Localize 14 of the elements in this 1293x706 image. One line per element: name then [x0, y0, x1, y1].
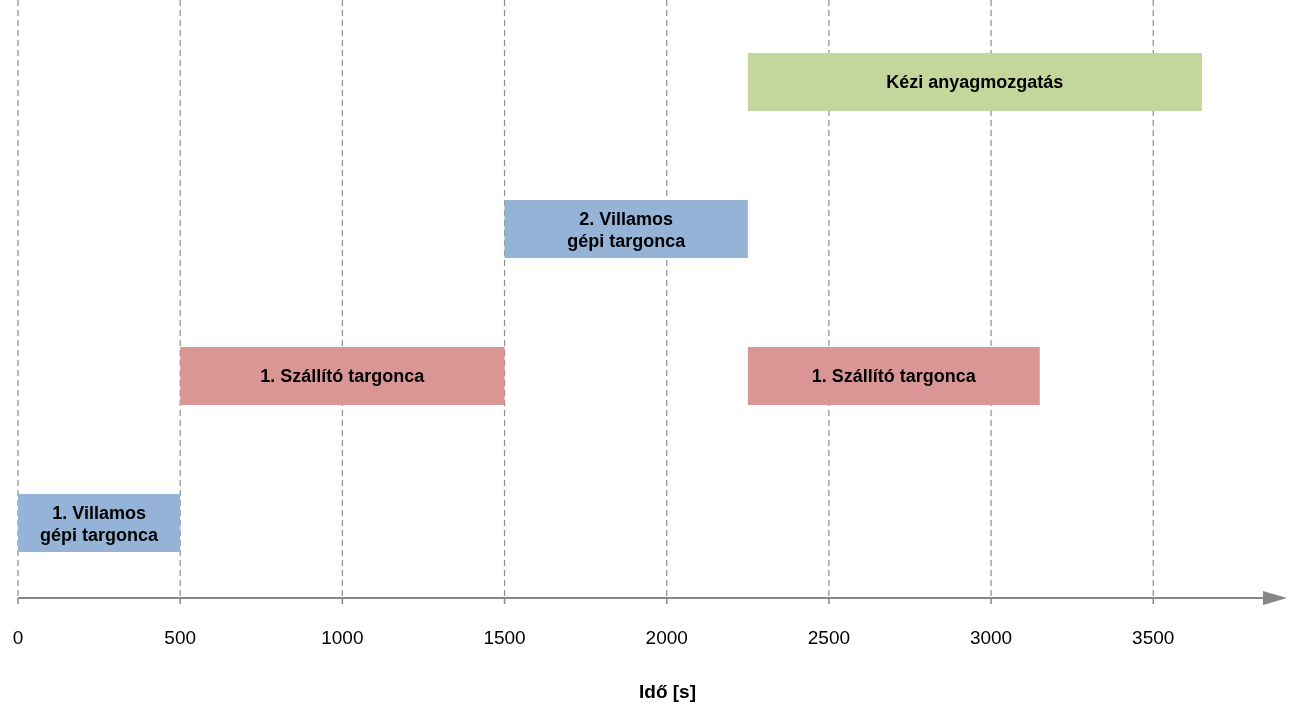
- x-axis-title: Idő [s]: [639, 681, 696, 702]
- series-label: 1. Szállító targonca: [260, 366, 426, 386]
- series-label: 1. Szállító targonca: [811, 366, 977, 386]
- x-tick-label: 0: [12, 627, 24, 648]
- x-tick-label: 500: [164, 627, 197, 648]
- x-tick-label: 2000: [645, 627, 688, 648]
- x-tick-label: 3000: [969, 627, 1013, 648]
- x-tick-label: 2500: [807, 627, 851, 648]
- x-tick-label: 1500: [483, 627, 526, 648]
- series-label: Kézi anyagmozgatás: [886, 72, 1064, 92]
- x-tick-label: 3500: [1132, 627, 1175, 648]
- series-label: 2. Villamos gépi targonca: [567, 209, 687, 251]
- x-tick-label: 1000: [321, 627, 364, 648]
- series-label: 1. Villamos gépi targonca: [40, 503, 160, 545]
